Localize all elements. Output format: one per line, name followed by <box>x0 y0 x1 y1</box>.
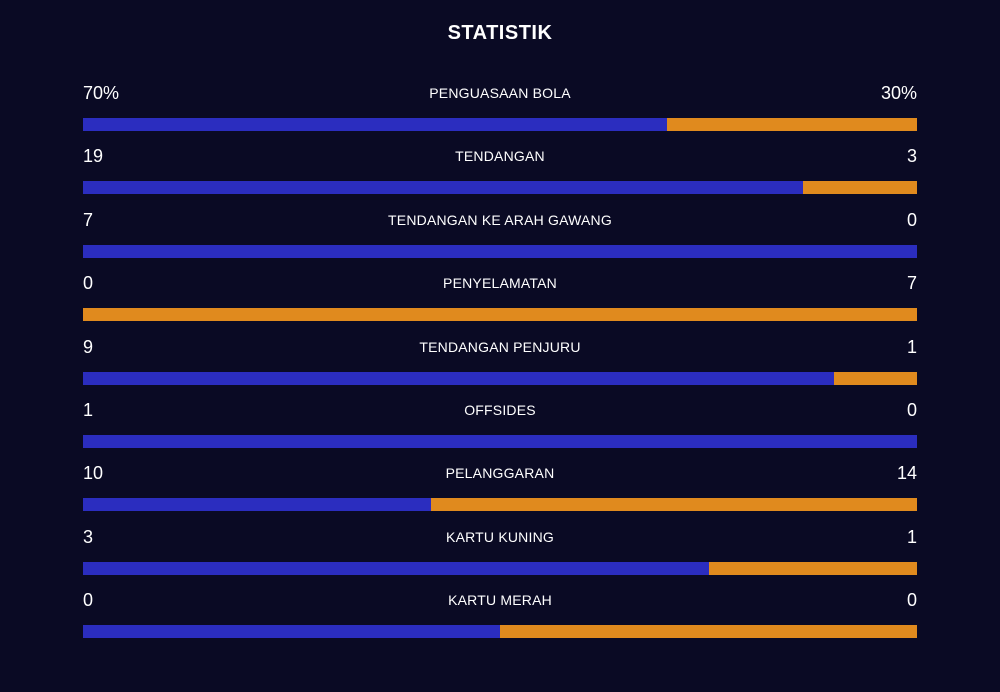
stat-header: TENDANGAN 19 3 <box>83 143 917 169</box>
home-value: 70% <box>83 83 120 103</box>
home-value: 0 <box>83 590 94 611</box>
stat-row: TENDANGAN KE ARAH GAWANG 7 0 <box>83 207 917 270</box>
stat-row: PENGUASAAN BOLA 70% 30% <box>83 80 917 143</box>
home-bar-fill <box>83 118 667 131</box>
away-bar-fill <box>500 625 917 639</box>
home-value: 1 <box>83 399 94 420</box>
stat-row: KARTU MERAH 0 0 <box>83 587 917 650</box>
away-value: 0 <box>906 590 917 611</box>
stat-row: OFFSIDES 1 0 <box>83 397 917 460</box>
stat-bar <box>83 371 917 385</box>
home-bar-fill <box>83 434 917 448</box>
home-value: 7 <box>83 209 94 230</box>
away-value: 14 <box>896 463 917 484</box>
stats-list: PENGUASAAN BOLA 70% 30% TENDANGAN 19 3 TENDANG… <box>83 80 917 651</box>
stat-bar <box>83 625 917 639</box>
home-bar-fill <box>83 371 834 385</box>
stat-row: PENYELAMATAN 0 7 <box>83 270 917 333</box>
stat-row: TENDANGAN PENJURU 9 1 <box>83 334 917 397</box>
away-bar-fill <box>666 118 917 131</box>
stat-bar <box>83 498 917 512</box>
away-bar-fill <box>833 371 917 385</box>
stat-header: TENDANGAN KE ARAH GAWANG 7 0 <box>83 207 917 233</box>
home-bar-fill <box>83 561 709 575</box>
stat-bar <box>83 308 917 322</box>
home-value: 9 <box>83 336 94 357</box>
stat-header: KARTU MERAH 0 0 <box>83 587 917 613</box>
stat-header: PENYELAMATAN 0 7 <box>83 270 917 296</box>
stat-label: TENDANGAN PENJURU <box>419 338 581 355</box>
stat-label: TENDANGAN <box>455 148 545 165</box>
stat-bar <box>83 118 917 131</box>
away-bar-fill <box>83 308 917 322</box>
stat-row: PELANGGARAN 10 14 <box>83 460 917 523</box>
away-value: 7 <box>906 273 917 294</box>
away-value: 3 <box>906 146 917 167</box>
away-value: 0 <box>906 209 917 230</box>
stat-header: PELANGGARAN 10 14 <box>83 460 917 486</box>
away-value: 1 <box>906 526 917 547</box>
stat-label: PELANGGARAN <box>445 465 555 482</box>
stat-bar <box>83 561 917 575</box>
home-value: 0 <box>83 273 94 294</box>
away-value: 30% <box>880 83 917 103</box>
away-bar-fill <box>803 181 917 195</box>
stat-row: KARTU KUNING 3 1 <box>83 524 917 587</box>
stat-label: KARTU KUNING <box>446 528 554 545</box>
home-value: 19 <box>83 146 104 167</box>
stat-bar <box>83 244 917 258</box>
away-value: 1 <box>906 336 917 357</box>
home-bar-fill <box>83 625 500 639</box>
stat-row: TENDANGAN 19 3 <box>83 143 917 206</box>
home-value: 10 <box>83 463 104 484</box>
stat-bar <box>83 434 917 448</box>
home-value: 3 <box>83 526 94 547</box>
stat-label: KARTU MERAH <box>448 592 552 609</box>
stat-label: PENGUASAAN BOLA <box>429 85 571 101</box>
stat-bar <box>83 181 917 195</box>
stat-header: KARTU KUNING 3 1 <box>83 524 917 550</box>
stat-label: OFFSIDES <box>464 401 536 418</box>
away-value: 0 <box>906 399 917 420</box>
away-bar-fill <box>708 561 917 575</box>
stat-label: TENDANGAN KE ARAH GAWANG <box>388 211 612 228</box>
panel-title: STATISTIK <box>447 22 553 44</box>
stat-label: PENYELAMATAN <box>443 275 557 292</box>
home-bar-fill <box>83 244 917 258</box>
stat-header: TENDANGAN PENJURU 9 1 <box>83 334 917 360</box>
home-bar-fill <box>83 181 804 195</box>
stat-header: PENGUASAAN BOLA 70% 30% <box>83 80 917 106</box>
home-bar-fill <box>83 498 431 512</box>
away-bar-fill <box>430 498 917 512</box>
stat-header: OFFSIDES 1 0 <box>83 397 917 423</box>
